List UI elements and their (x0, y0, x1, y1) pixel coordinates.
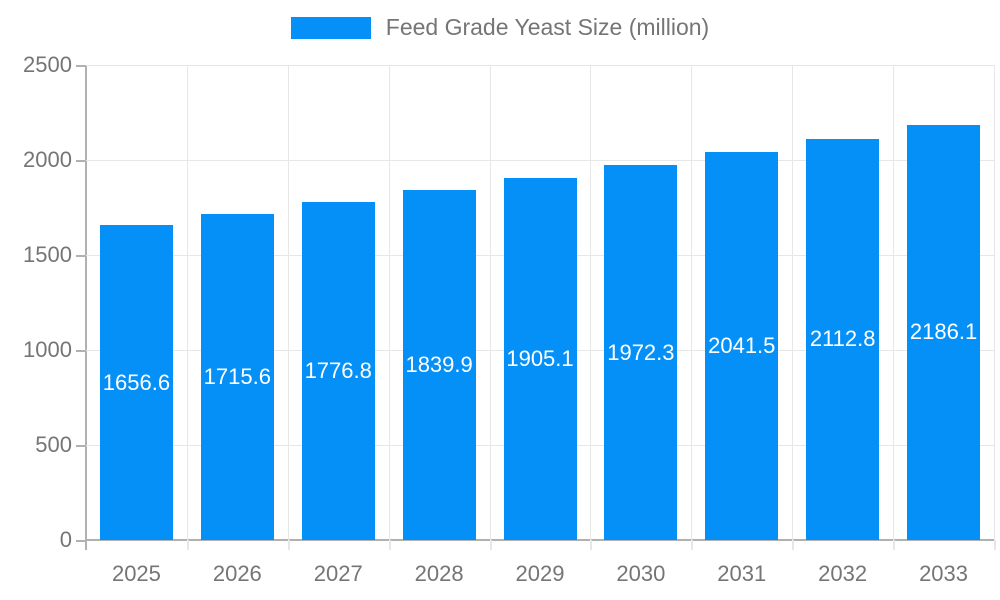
y-axis-tick-label: 1500 (23, 242, 72, 267)
y-axis-tick-label: 1000 (23, 337, 72, 362)
gridline-v (388, 65, 390, 540)
y-axis-tick (76, 445, 86, 447)
x-axis-tick (186, 540, 189, 550)
bar-2029 (503, 178, 577, 540)
y-axis-tick (76, 160, 86, 162)
y-axis-tick (76, 350, 86, 352)
x-axis-tick (388, 540, 391, 550)
y-axis-tick (76, 65, 86, 67)
x-axis-tick-label: 2027 (313, 561, 363, 586)
x-axis-tick-label: 2033 (919, 561, 969, 586)
x-axis-tick-label: 2029 (515, 561, 565, 586)
legend-swatch (290, 16, 371, 39)
y-axis-tick (76, 540, 86, 542)
x-axis-tick-label: 2026 (212, 561, 262, 586)
y-axis-tick-label: 0 (59, 527, 72, 552)
x-axis-tick (893, 540, 896, 550)
x-axis-tick-label: 2032 (818, 561, 868, 586)
x-axis-tick-label: 2031 (717, 561, 767, 586)
y-axis-tick (76, 255, 86, 257)
bar-2033 (907, 124, 981, 540)
y-axis-tick-label: 2500 (23, 52, 72, 77)
bar-2030 (604, 165, 678, 540)
bar-2028 (402, 190, 476, 540)
gridline-h (86, 65, 994, 66)
x-axis-tick (590, 540, 593, 550)
y-axis-tick-label: 2000 (23, 147, 72, 172)
gridline-v (893, 65, 895, 540)
y-axis-line (85, 65, 87, 550)
y-axis-tick-label: 500 (35, 432, 72, 457)
x-axis-tick-label: 2030 (616, 561, 666, 586)
x-axis-tick (792, 540, 795, 550)
bar-2026 (200, 214, 274, 540)
bar-2032 (806, 138, 880, 540)
legend-label: Feed Grade Yeast Size (million) (385, 14, 710, 40)
x-axis-tick-label: 2025 (111, 561, 161, 586)
bar-2025 (99, 225, 173, 540)
gridline-v (489, 65, 491, 540)
bar-2027 (301, 202, 375, 540)
x-axis-tick (287, 540, 290, 550)
plot-area: 1656.6 1715.6 1776.8 1839.9 1905.1 1972.3 2041… (86, 65, 995, 540)
x-axis-tick-label: 2028 (414, 561, 464, 586)
gridline-v (186, 65, 188, 540)
chart-legend[interactable]: Feed Grade Yeast Size (million) (0, 14, 1000, 41)
gridline-v (287, 65, 289, 540)
gridline-v (792, 65, 794, 540)
gridline-v (994, 65, 995, 540)
gridline-v (590, 65, 592, 540)
gridline-h (86, 160, 994, 161)
bar-2031 (705, 152, 779, 540)
x-axis-tick (489, 540, 492, 550)
x-axis-line (86, 539, 994, 541)
gridline-v (691, 65, 693, 540)
x-axis-tick (994, 540, 996, 550)
x-axis-tick (691, 540, 694, 550)
